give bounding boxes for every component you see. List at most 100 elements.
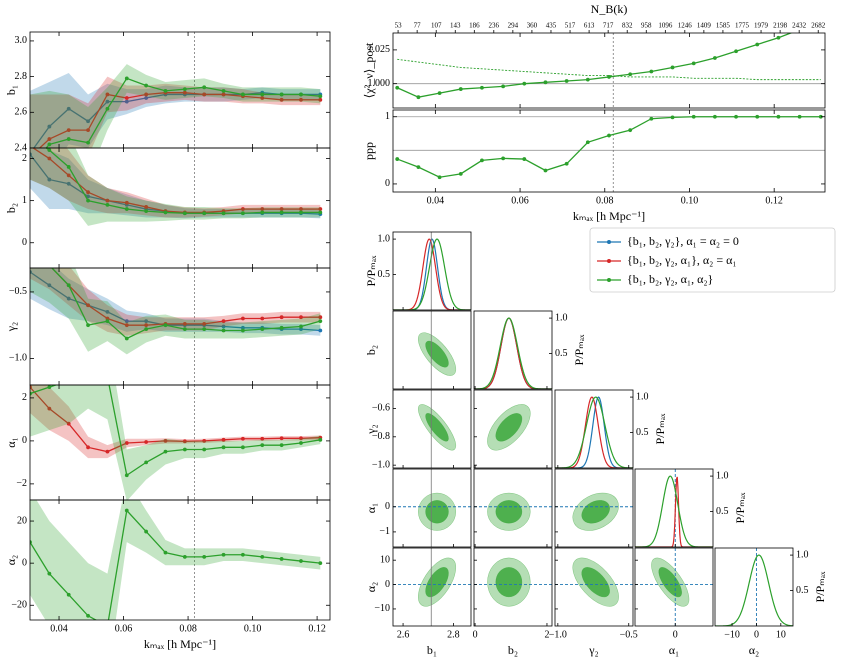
data-point [279,92,284,97]
data-point [163,210,168,215]
y-tick-label: 2.8 [15,71,28,82]
y-tick-label: 0 [385,178,390,189]
data-point [299,324,303,329]
series-line [44,148,321,214]
contour [581,567,610,598]
contour [495,500,523,524]
axes-frame [392,310,472,390]
data-point [67,379,71,383]
data-point [47,406,52,411]
data-point [279,210,284,215]
corner-cell [418,390,457,468]
error-band [30,500,321,620]
series-line [51,268,321,340]
x-tick-label: 0.06 [511,195,529,206]
contour [495,413,523,442]
data-point [47,137,52,141]
y-tick-label: 1.0 [796,549,809,560]
data-point [182,87,187,92]
panel [30,500,323,620]
data-point [241,316,245,321]
top-tick-label: 107 [431,22,442,30]
x-tick-label: 2 [544,629,549,640]
corner-cell [474,492,552,531]
axis-label: α₂ [364,582,378,592]
data-point [144,209,149,214]
data-point [458,87,463,91]
data-point [437,175,442,180]
data-point [47,571,52,576]
data-point [66,283,71,288]
data-point [47,142,52,147]
legend-label: {b₁, b₂, γ₂, α₁, α₂} [627,272,713,286]
data-point [86,119,90,124]
data-point [202,554,207,559]
x-tick-label: 0.06 [115,623,133,634]
axes-frame [473,389,553,469]
data-point [124,207,129,211]
data-point [755,114,760,119]
axes-frame [473,310,553,390]
y-tick-label: 2 [22,153,27,164]
posterior-1d [635,476,713,547]
y-tick-label: −1.0 [9,353,27,364]
panel [30,32,323,148]
data-point [755,42,760,47]
data-point [182,554,187,559]
data-point [105,198,110,203]
data-point [279,207,284,211]
data-point [66,128,71,133]
posterior-1d [555,396,633,468]
data-point [86,194,90,199]
top-tick-label: 2198 [773,22,788,30]
data-point [86,303,90,308]
corner-cell [474,557,552,607]
data-point [241,552,245,557]
data-point [202,92,207,97]
data-point [66,165,71,169]
x-tick-label: 0 [754,629,759,640]
data-point [86,323,90,328]
data-point [628,72,633,77]
data-point [260,316,265,321]
data-point [241,328,245,333]
data-point [105,202,110,207]
data-point [66,592,71,597]
data-point [221,92,226,97]
data-point [124,319,129,324]
axis-label: γ₂ [364,424,378,435]
x-tick-label: 0.04 [427,195,445,206]
x-tick-label: 0 [673,629,678,640]
data-point [163,550,168,555]
data-point [182,447,187,452]
data-point [564,161,569,166]
data-point [86,613,90,618]
data-point [66,296,71,301]
y-tick-label: 1.0 [716,470,729,481]
data-point [221,328,226,333]
data-point [163,88,168,93]
top-tick-label: 360 [527,22,538,30]
data-point [47,148,52,153]
axis-label: P/Pₘₐₓ [733,492,747,523]
contour [425,500,449,524]
y-tick-label: 0 [385,501,390,512]
data-point [318,315,323,320]
y-tick-label: −0.8 [372,431,390,442]
data-point [221,324,226,329]
y-tick-label: 2.6 [15,107,28,118]
data-point [221,319,226,324]
top-tick-label: 236 [489,22,500,30]
axes-frame [392,231,472,311]
y-tick-label: 2 [22,392,27,403]
data-point [105,319,110,324]
data-point [522,157,527,161]
data-point [105,92,110,97]
top-tick-label: 717 [603,22,614,30]
panel [30,268,323,385]
data-point [163,323,168,328]
data-point [30,270,32,274]
posterior-1d [393,238,471,310]
posterior-1d [393,238,471,310]
y-tick-label: 1 [385,111,390,122]
